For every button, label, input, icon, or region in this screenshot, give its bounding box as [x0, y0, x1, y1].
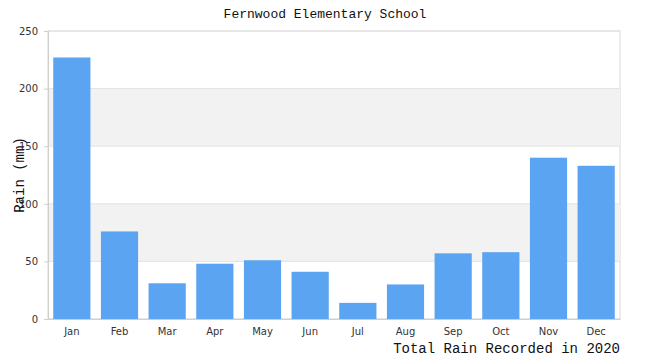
grid-line: [48, 88, 620, 89]
bar: [244, 260, 281, 319]
bar: [53, 57, 90, 319]
grid: [48, 31, 620, 319]
y-tick: 50: [25, 256, 48, 267]
x-tick: Nov: [539, 319, 559, 337]
bar: [149, 283, 186, 319]
title: Fernwood Elementary School: [224, 7, 427, 22]
bar: [101, 231, 138, 319]
bar: [578, 166, 615, 319]
x-axis: Jan Feb Mar Apr May Jun Jul Aug Sep Oct Nov Dec: [49, 319, 621, 337]
x-tick-label: Oct: [492, 326, 509, 337]
y-tick-mark: [44, 261, 48, 262]
bar: [482, 252, 519, 319]
bar: [339, 303, 376, 319]
x-tick: Feb: [111, 319, 129, 337]
x-tick-label: Jan: [63, 326, 79, 337]
x-tick-label: Jul: [351, 326, 364, 337]
x-tick-label: Apr: [206, 326, 224, 337]
x-tick: Dec: [586, 319, 605, 337]
x-tick: Jun: [301, 319, 318, 337]
x-tick-label: Dec: [586, 326, 605, 337]
y-label: Rain (mm): [12, 137, 28, 213]
y-axis-line: [44, 32, 49, 320]
y-tick-mark: [44, 89, 48, 90]
x-tick-label: Jun: [301, 326, 318, 337]
grid-line: [48, 146, 620, 147]
x-tick: Oct: [492, 319, 509, 337]
bar: [196, 264, 233, 319]
x-tick-label: Sep: [444, 326, 463, 337]
bars: [53, 57, 615, 319]
y-tick-mark: [44, 146, 48, 147]
x-tick-label: Mar: [158, 326, 178, 337]
y-tick-label: 0: [32, 314, 38, 325]
y-tick-label: 200: [19, 83, 38, 94]
y-tick-label: 250: [19, 26, 38, 37]
plot: 050100150200250JanFebMarAprMayJunJulAugS…: [19, 26, 621, 337]
y-tick-mark: [44, 204, 48, 205]
x-tick: Apr: [206, 319, 224, 337]
y-tick-mark: [44, 319, 48, 320]
x-tick-label: Feb: [111, 326, 129, 337]
x-tick: Jan: [63, 319, 79, 337]
x-tick: Sep: [444, 319, 463, 337]
chart: 050100150200250JanFebMarAprMayJunJulAugS…: [0, 0, 650, 360]
y-tick-mark: [44, 31, 48, 32]
y-tick: 0: [32, 314, 48, 325]
grid-band: [48, 89, 620, 147]
grid-line: [48, 31, 620, 32]
x-tick-label: Aug: [396, 326, 416, 337]
x-tick-label: May: [252, 326, 273, 337]
bar: [435, 253, 472, 319]
y-tick-label: 50: [25, 256, 38, 267]
x-tick: Aug: [396, 319, 416, 337]
plot-frame: [48, 31, 620, 319]
bar: [387, 284, 424, 319]
x-axis-line: [49, 319, 621, 320]
bar: [292, 272, 329, 319]
y-tick: 200: [19, 83, 48, 94]
x-tick: Mar: [158, 319, 178, 337]
y-tick: 250: [19, 26, 48, 37]
bar: [530, 158, 567, 319]
x-label: Total Rain Recorded in 2020: [393, 341, 620, 357]
x-tick: May: [252, 319, 273, 337]
x-tick: Jul: [351, 319, 364, 337]
x-tick-label: Nov: [539, 326, 559, 337]
